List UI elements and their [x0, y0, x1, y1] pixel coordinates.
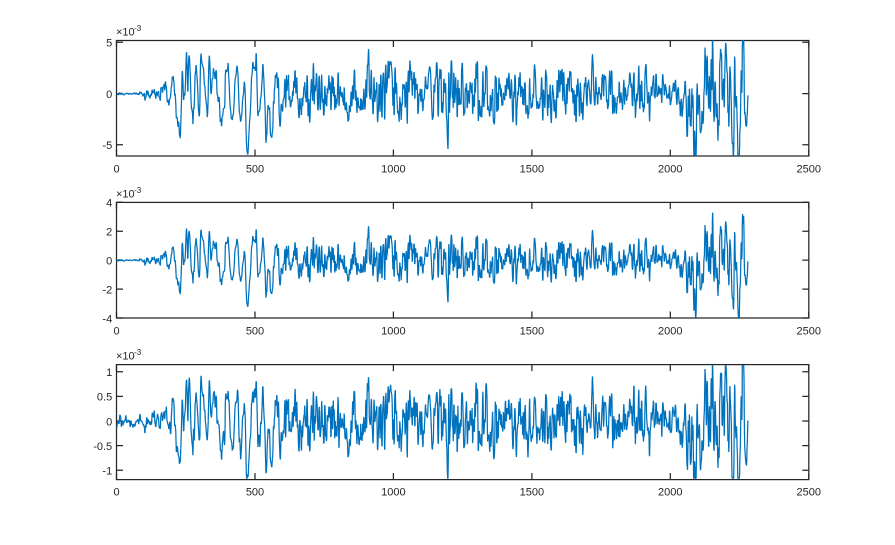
- svg-text:2000: 2000: [658, 163, 682, 175]
- svg-text:×10: ×10: [116, 27, 135, 39]
- svg-text:-3: -3: [134, 24, 142, 33]
- svg-text:1: 1: [106, 367, 112, 379]
- svg-text:1000: 1000: [381, 487, 405, 499]
- svg-text:0: 0: [106, 416, 112, 428]
- svg-text:2500: 2500: [797, 487, 821, 499]
- svg-text:2000: 2000: [658, 325, 682, 337]
- svg-text:0.5: 0.5: [97, 392, 112, 404]
- svg-text:-0.5: -0.5: [93, 441, 112, 453]
- svg-text:1000: 1000: [381, 163, 405, 175]
- svg-text:-4: -4: [102, 313, 112, 325]
- svg-text:5: 5: [106, 38, 112, 50]
- svg-text:500: 500: [246, 163, 264, 175]
- svg-text:-1: -1: [102, 466, 112, 478]
- svg-text:1500: 1500: [520, 487, 544, 499]
- svg-text:0: 0: [113, 163, 119, 175]
- svg-text:-5: -5: [102, 140, 112, 152]
- svg-text:×10: ×10: [116, 351, 135, 363]
- svg-text:0: 0: [113, 325, 119, 337]
- svg-text:500: 500: [246, 325, 264, 337]
- svg-text:2500: 2500: [797, 325, 821, 337]
- svg-text:500: 500: [246, 487, 264, 499]
- svg-text:2500: 2500: [797, 163, 821, 175]
- svg-text:1000: 1000: [381, 325, 405, 337]
- svg-text:2000: 2000: [658, 487, 682, 499]
- svg-text:1500: 1500: [520, 325, 544, 337]
- svg-text:-3: -3: [134, 348, 142, 357]
- svg-text:×10: ×10: [116, 189, 135, 201]
- svg-text:0: 0: [106, 255, 112, 267]
- svg-text:1500: 1500: [520, 163, 544, 175]
- svg-text:4: 4: [106, 198, 112, 210]
- svg-text:0: 0: [113, 487, 119, 499]
- svg-text:-2: -2: [102, 284, 112, 296]
- svg-text:2: 2: [106, 227, 112, 239]
- svg-text:0: 0: [106, 89, 112, 101]
- svg-text:-3: -3: [134, 186, 142, 195]
